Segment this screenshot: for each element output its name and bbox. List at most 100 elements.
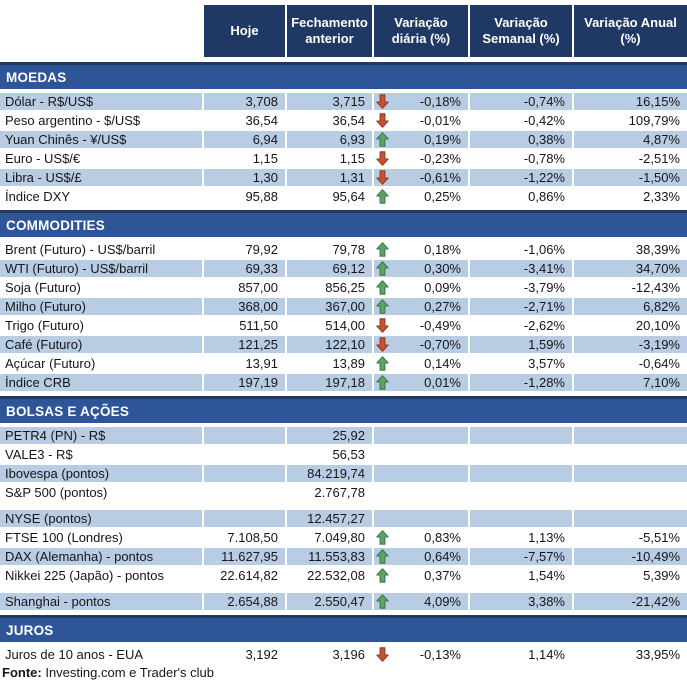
row-label: Soja (Futuro) [5,280,81,295]
section-title: JUROS [6,622,54,638]
cell-variacao-semanal: -0,78% [523,151,565,166]
column-header-1: Fechamento anterior [287,5,372,57]
cell-variacao-diaria: 0,01% [374,374,468,391]
arrow-down-icon-wrap [375,646,390,663]
cell-variacao-diaria: 0,37% [374,567,468,584]
data-row: Euro - US$/€ 1,15 1,15 -0,23% -0,78% -2,51% [0,150,687,167]
cell-variacao-semanal [470,465,572,482]
cell-hoje: 36,54 [245,113,278,128]
arrow-down-icon [376,151,389,166]
table-body: MOEDAS Dólar - R$/US$ 3,708 3,715 -0,18% -0,7… [0,62,687,663]
arrow-down-icon [376,170,389,185]
cell-variacao-semanal: -0,42% [523,113,565,128]
cell-variacao-diaria: -0,23% [374,150,468,167]
cell-fechamento-anterior: 12.457,27 [287,510,372,527]
cell-variacao-anual: 2,33% [643,189,680,204]
arrow-up-icon-wrap [375,241,390,258]
cell-variacao-anual: 20,10% [635,318,680,333]
cell-variacao-semanal: 3,38% [470,593,572,610]
cell-variacao-anual: 16,15% [574,93,687,110]
cell-variacao-semanal: -2,71% [470,298,572,315]
cell-variacao-anual: 6,82% [574,298,687,315]
column-header-2: Variação diária (%) [374,5,468,57]
arrow-up-icon [376,549,389,564]
data-row: Shanghai - pontos 2.654,88 2.550,47 4,09% 3,… [0,593,687,610]
row-label: Dólar - R$/US$ [0,93,202,110]
cell-hoje [204,446,285,463]
cell-variacao-diaria: 4,09% [374,593,468,610]
cell-variacao-anual: -2,51% [638,151,680,166]
variacao-diaria-value: 0,09% [424,280,461,295]
cell-hoje: 79,92 [245,242,278,257]
cell-hoje: 2.654,88 [204,593,285,610]
variacao-diaria-value: 0,30% [424,261,461,276]
arrow-down-icon [376,647,389,662]
variacao-diaria-value: 0,83% [424,530,461,545]
cell-fechamento-anterior: 122,10 [287,336,372,353]
cell-variacao-anual: 5,39% [643,568,680,583]
cell-variacao-anual [574,427,687,444]
header-empty-corner [0,5,202,57]
data-row: Dólar - R$/US$ 3,708 3,715 -0,18% -0,74% 16,1… [0,93,687,110]
cell-variacao-semanal: 3,57% [528,356,565,371]
cell-variacao-anual: -0,64% [638,356,680,371]
cell-variacao-diaria [374,427,468,444]
cell-variacao-diaria [374,465,468,482]
arrow-up-icon-wrap [375,529,390,546]
column-header-0: Hoje [204,5,285,57]
row-label: Juros de 10 anos - EUA [5,647,144,662]
cell-variacao-diaria: -0,70% [374,336,468,353]
cell-hoje [204,465,285,482]
cell-variacao-diaria [374,446,468,463]
cell-variacao-diaria [374,510,468,527]
cell-variacao-semanal: 1,59% [470,336,572,353]
cell-variacao-semanal: -3,41% [470,260,572,277]
variacao-diaria-value: 0,19% [424,132,461,147]
cell-fechamento-anterior: 2.550,47 [287,593,372,610]
cell-variacao-anual: 38,39% [635,242,680,257]
section-band-juros: JUROS [0,615,687,642]
data-row: Ibovespa (pontos) 84.219,74 [0,465,687,482]
arrow-down-icon [376,94,389,109]
arrow-up-icon-wrap [375,567,390,584]
variacao-diaria-value: 0,01% [424,375,461,390]
arrow-up-icon [376,280,389,295]
spacer-row [0,503,687,510]
cell-hoje: 13,91 [245,356,278,371]
cell-hoje: 121,25 [204,336,285,353]
variacao-diaria-value: 0,37% [424,568,461,583]
arrow-up-icon [376,594,389,609]
row-label: Café (Futuro) [0,336,202,353]
arrow-down-icon-wrap [375,112,390,129]
cell-variacao-semanal [470,446,572,463]
cell-variacao-anual: 4,87% [574,131,687,148]
row-label: Índice DXY [5,189,71,204]
cell-variacao-anual: 109,79% [628,113,680,128]
data-row: Café (Futuro) 121,25 122,10 -0,70% 1,59% -3,1… [0,336,687,353]
row-label: Brent (Futuro) - US$/barril [5,242,156,257]
cell-variacao-anual [574,446,687,463]
variacao-diaria-value: 4,09% [424,594,461,609]
section-band-bolsas-e-a-es: BOLSAS E AÇÕES [0,396,687,423]
arrow-down-icon [376,337,389,352]
section-band-commodities: COMMODITIES [0,210,687,237]
table-header-row: Hoje Fechamento anterior Variação diária (… [0,5,687,57]
section-title: BOLSAS E AÇÕES [6,403,130,419]
variacao-diaria-value: 0,64% [424,549,461,564]
variacao-diaria-value: -0,49% [419,318,461,333]
cell-fechamento-anterior: 11.553,83 [287,548,372,565]
cell-variacao-semanal: -1,06% [523,242,565,257]
cell-fechamento-anterior: 6,93 [287,131,372,148]
cell-variacao-anual: -3,19% [574,336,687,353]
arrow-up-icon [376,568,389,583]
row-label: Trigo (Futuro) [5,318,84,333]
cell-fechamento-anterior: 25,92 [287,427,372,444]
cell-hoje: 11.627,95 [204,548,285,565]
data-row: Soja (Futuro) 857,00 856,25 0,09% -3,79% -12,… [0,279,687,296]
cell-hoje [204,510,285,527]
row-label: Euro - US$/€ [5,151,81,166]
cell-hoje: 6,94 [204,131,285,148]
source-label: Fonte: [2,665,42,680]
cell-fechamento-anterior: 367,00 [287,298,372,315]
cell-hoje: 857,00 [238,280,278,295]
